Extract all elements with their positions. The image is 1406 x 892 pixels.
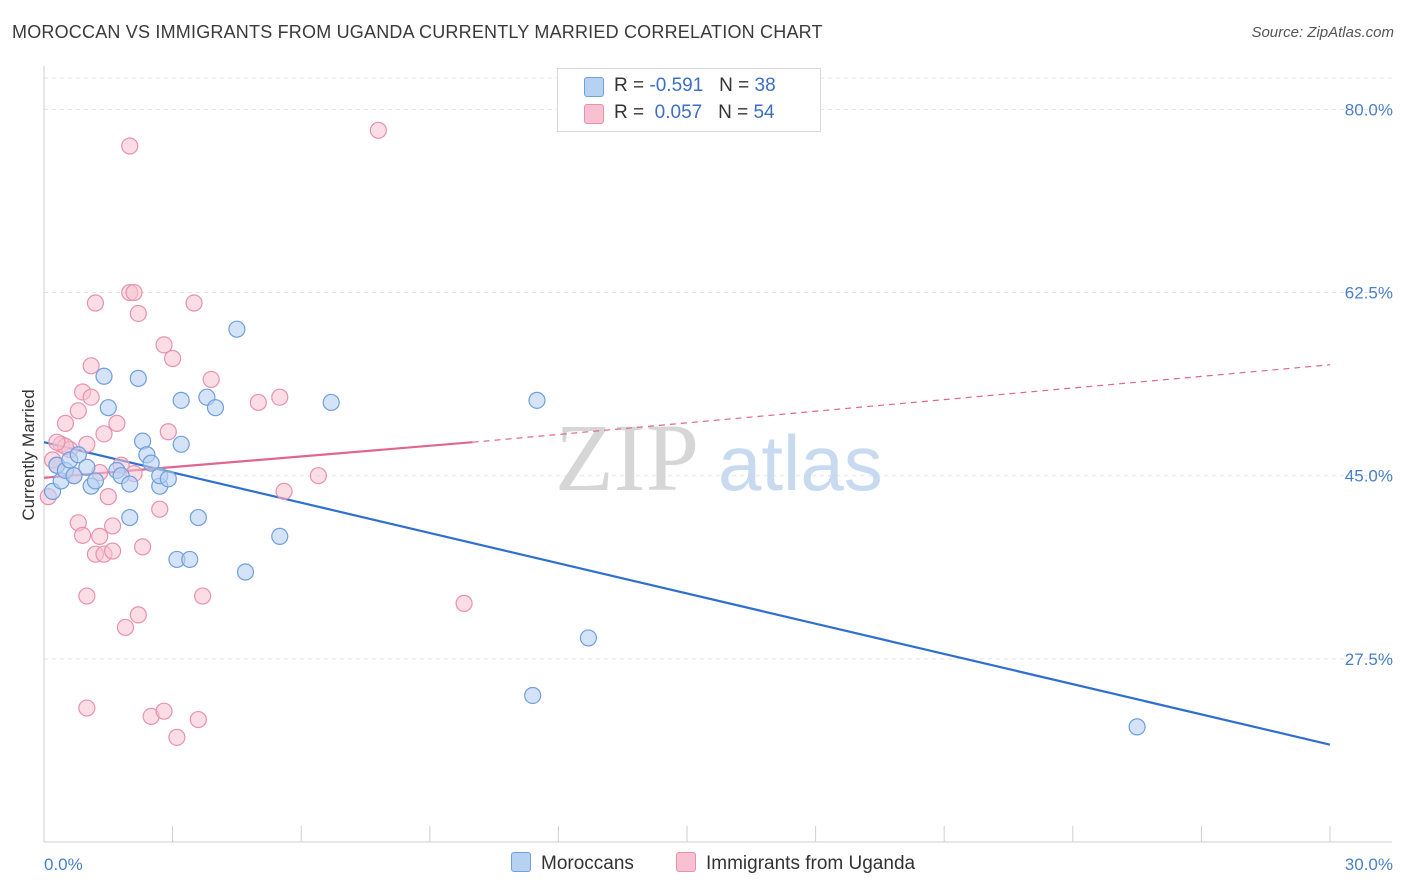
uganda-point [103, 517, 122, 535]
uganda-point [155, 702, 173, 720]
moroccans-point [172, 391, 190, 409]
moroccans-point [189, 508, 207, 527]
moroccans-point [86, 472, 105, 490]
uganda-point [116, 618, 135, 637]
moroccans-point [206, 399, 225, 417]
uganda-point [99, 488, 117, 506]
chart-title: MOROCCAN VS IMMIGRANTS FROM UGANDA CURRE… [12, 22, 823, 42]
uganda-trend-line-dashed [472, 364, 1331, 443]
legend-r-label: R = [614, 102, 645, 123]
moroccans-point [528, 391, 546, 409]
uganda-point [56, 414, 75, 432]
uganda-swatch [676, 852, 696, 872]
legend-r-label: R = [614, 75, 645, 96]
uganda-point [189, 710, 207, 729]
moroccans-point [129, 369, 147, 387]
uganda-point [82, 388, 100, 406]
moroccans-point [228, 320, 246, 338]
uganda-point [69, 402, 87, 420]
uganda-point [249, 393, 267, 412]
legend-n-value: 38 [754, 75, 776, 96]
uganda-label: Immigrants from Uganda [706, 853, 916, 874]
uganda-point [194, 587, 212, 605]
moroccans-point [95, 367, 113, 385]
uganda-point [275, 482, 293, 500]
moroccans-swatch [584, 77, 604, 97]
watermark: ZIP atlas [555, 404, 883, 511]
moroccans-point [1128, 718, 1146, 736]
uganda-point [151, 500, 169, 518]
uganda-point [202, 370, 220, 389]
moroccans-point [181, 550, 199, 569]
legend-n-label: N = [718, 102, 749, 123]
uganda-point [125, 283, 143, 302]
moroccans-point [65, 467, 83, 485]
moroccans-swatch [511, 852, 531, 872]
legend-r-value: 0.057 [654, 102, 703, 123]
axes [43, 66, 1392, 843]
uganda-point [91, 527, 109, 546]
data-points [39, 121, 1146, 746]
legend-n-label: N = [719, 75, 750, 96]
uganda-point [48, 433, 66, 451]
uganda-point [121, 137, 139, 155]
uganda-point [369, 121, 387, 139]
uganda-point [455, 594, 473, 612]
uganda-point [78, 587, 96, 605]
moroccans-label: Moroccans [541, 853, 634, 874]
uganda-point [168, 728, 186, 746]
moroccans-point [172, 435, 190, 453]
x-tick-label: 0.0% [44, 855, 83, 874]
uganda-point [78, 699, 96, 717]
moroccans-point [69, 446, 87, 464]
moroccans-point [271, 527, 289, 546]
uganda-point [103, 542, 122, 560]
moroccans-point [322, 393, 340, 412]
watermark-atlas: atlas [718, 419, 883, 507]
watermark-zip: ZIP [555, 404, 699, 511]
moroccans-point [142, 454, 160, 472]
y-tick-label: 45.0% [1345, 467, 1393, 486]
x-tick-label: 30.0% [1345, 855, 1393, 874]
uganda-point [271, 388, 289, 406]
uganda-point [129, 304, 147, 323]
moroccans-point [524, 686, 542, 705]
y-tick-label: 80.0% [1345, 100, 1393, 119]
uganda-point [73, 526, 92, 544]
moroccans-point [159, 470, 177, 488]
moroccans-point [78, 458, 96, 476]
source-label: Source: ZipAtlas.com [1251, 24, 1394, 41]
bottom-legend-uganda: Immigrants from Uganda [676, 852, 915, 875]
correlation-legend: R = -0.591 N = 38 R = 0.057 N = 54 [557, 68, 821, 132]
uganda-point [86, 294, 105, 312]
uganda-point [159, 423, 177, 441]
uganda-point [309, 467, 327, 485]
bottom-legend-moroccans: Moroccans [511, 852, 634, 875]
uganda-point [129, 606, 147, 624]
moroccans-point [236, 563, 255, 581]
uganda-point [108, 414, 126, 432]
y-axis-label: Currently Married [19, 389, 38, 520]
moroccans-trend-line [43, 441, 1331, 746]
moroccans-point [99, 399, 117, 417]
uganda-point [155, 336, 173, 354]
legend-n-value: 54 [753, 102, 775, 123]
moroccans-point [579, 629, 598, 647]
moroccans-point [121, 475, 139, 493]
tick-labels: 27.5% 45.0% 62.5% 80.0% 0.0% 30.0% [44, 100, 1393, 874]
moroccans-point [121, 508, 139, 527]
legend-r-value: -0.591 [649, 75, 704, 96]
y-tick-label: 27.5% [1345, 650, 1393, 669]
uganda-point [95, 425, 113, 443]
uganda-swatch [584, 104, 604, 124]
uganda-point [185, 294, 203, 312]
uganda-point [164, 349, 182, 368]
uganda-point [133, 538, 152, 556]
y-tick-label: 62.5% [1345, 284, 1393, 303]
uganda-point [82, 357, 100, 375]
